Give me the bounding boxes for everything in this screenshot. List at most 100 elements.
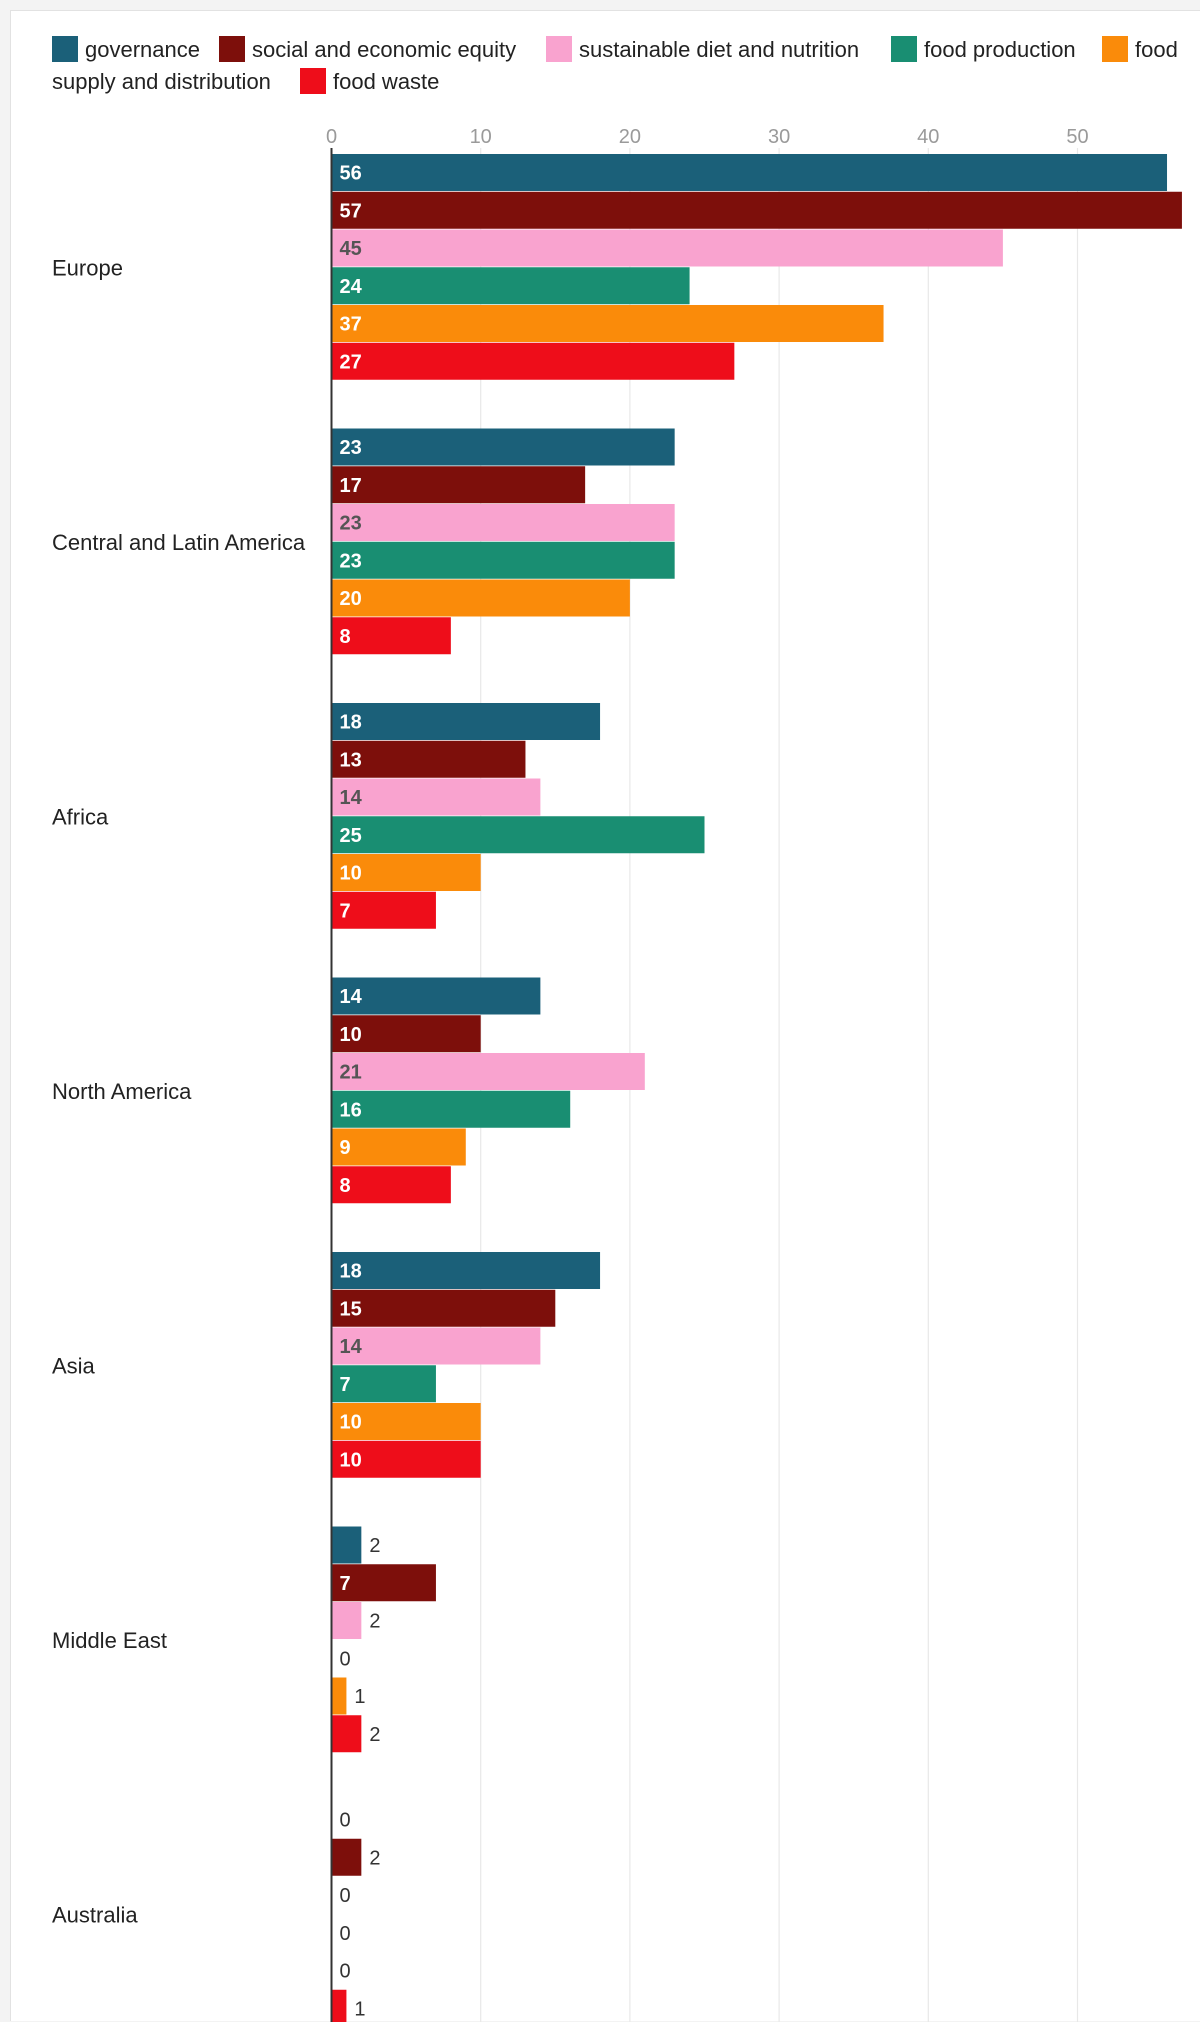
x-tick-label: 20 (619, 126, 641, 148)
bar[interactable] (332, 305, 884, 342)
data-label: 2 (369, 1847, 380, 1869)
bar[interactable] (332, 1715, 362, 1752)
bar[interactable] (332, 1290, 556, 1327)
bar[interactable] (332, 429, 675, 466)
bar[interactable] (332, 978, 541, 1015)
grouped-bar-chart: governance social and economic equity sust… (11, 11, 1200, 2022)
legend-swatch (1102, 36, 1128, 62)
data-label: 9 (340, 1137, 351, 1159)
legend-label-line: supply and distribution (52, 69, 271, 94)
category-label: Asia (52, 1353, 96, 1378)
legend-item[interactable]: food production (891, 36, 1076, 62)
data-label: 16 (340, 1099, 362, 1121)
data-label: 37 (340, 314, 362, 336)
legend-swatch (219, 36, 245, 62)
bar[interactable] (332, 1129, 466, 1166)
x-tick-label: 50 (1066, 126, 1088, 148)
data-label: 7 (340, 1374, 351, 1396)
data-label: 21 (340, 1062, 362, 1084)
legend-item[interactable]: sustainable diet and nutrition (546, 36, 859, 62)
data-label: 14 (340, 986, 363, 1008)
data-label: 10 (340, 863, 362, 885)
data-label: 56 (340, 163, 362, 185)
bar[interactable] (332, 703, 601, 740)
legend-label: food production (924, 37, 1076, 62)
legend-swatch (546, 36, 572, 62)
bar[interactable] (332, 1328, 541, 1365)
bar[interactable] (332, 1091, 571, 1128)
data-label: 24 (340, 276, 363, 298)
data-label: 18 (340, 1261, 362, 1283)
data-label: 10 (340, 1412, 362, 1434)
legend-label: sustainable diet and nutrition (579, 37, 859, 62)
bar[interactable] (332, 580, 630, 617)
bar[interactable] (332, 779, 541, 816)
data-label: 20 (340, 588, 362, 610)
bar[interactable] (332, 1527, 362, 1564)
data-label: 2 (369, 1535, 380, 1557)
bar[interactable] (332, 542, 675, 579)
data-label: 23 (340, 437, 362, 459)
data-label: 17 (340, 475, 362, 497)
bar[interactable] (332, 1053, 645, 1090)
data-label: 0 (340, 1810, 351, 1832)
data-label: 13 (340, 749, 362, 771)
data-label: 7 (340, 900, 351, 922)
bar-group: 14 10 21 16 9 8 (332, 978, 645, 1204)
data-label: 0 (340, 1648, 351, 1670)
bar-series: 5657452437272317232320818131425107141021… (332, 154, 1182, 2022)
legend-swatch (891, 36, 917, 62)
category-label: Australia (52, 1902, 138, 1927)
bar[interactable] (332, 1990, 347, 2022)
data-label: 18 (340, 712, 362, 734)
data-label: 7 (340, 1573, 351, 1595)
category-label: Central and Latin America (52, 530, 306, 555)
data-label: 45 (340, 238, 362, 260)
data-label: 23 (340, 513, 362, 535)
bar[interactable] (332, 1252, 601, 1289)
bar[interactable] (332, 267, 690, 304)
data-label: 15 (340, 1298, 362, 1320)
legend-item[interactable]: food waste (300, 68, 439, 94)
x-tick-label: 30 (768, 126, 790, 148)
bar[interactable] (332, 816, 705, 853)
legend-swatch (300, 68, 326, 94)
data-label: 8 (340, 1175, 351, 1197)
data-label: 14 (340, 1336, 363, 1358)
legend-item[interactable]: governance (52, 36, 200, 62)
bar[interactable] (332, 1678, 347, 1715)
data-label: 2 (369, 1724, 380, 1746)
data-label: 2 (369, 1611, 380, 1633)
data-label: 27 (340, 351, 362, 373)
bar[interactable] (332, 343, 735, 380)
bar[interactable] (332, 1602, 362, 1639)
bar[interactable] (332, 504, 675, 541)
bar[interactable] (332, 230, 1003, 267)
data-label: 0 (340, 1923, 351, 1945)
legend-label: food waste (333, 69, 439, 94)
bar[interactable] (332, 192, 1182, 229)
chart-card: governance social and economic equity sust… (10, 10, 1200, 2021)
data-label: 10 (340, 1024, 362, 1046)
data-label: 23 (340, 550, 362, 572)
chart-legend: governance social and economic equity sust… (52, 36, 1178, 94)
bar[interactable] (332, 154, 1168, 191)
x-tick-label: 0 (326, 126, 337, 148)
category-label: Middle East (52, 1628, 167, 1653)
x-tick-label: 10 (470, 126, 492, 148)
data-label: 25 (340, 825, 362, 847)
data-label: 1 (354, 1686, 365, 1708)
data-label: 0 (340, 1961, 351, 1983)
data-label: 1 (354, 1998, 365, 2020)
bar[interactable] (332, 1839, 362, 1876)
category-label: Europe (52, 255, 123, 280)
legend-item[interactable]: social and economic equity (219, 36, 516, 62)
bar[interactable] (332, 466, 586, 503)
